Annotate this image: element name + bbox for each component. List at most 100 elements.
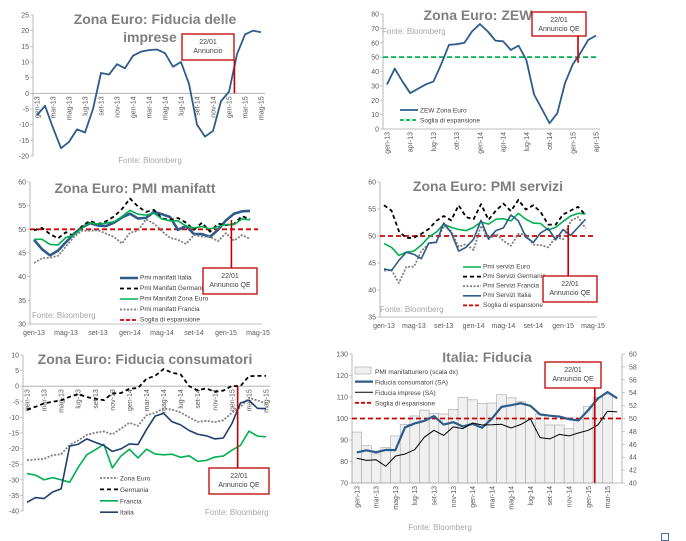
y-tick-label: 25 <box>21 13 29 20</box>
qe-annotation-text: Annuncio QE <box>549 290 591 297</box>
chart-title: Zona Euro: PMI manifatt <box>55 180 216 196</box>
legend: ZEW Zona Euro Soglia di espansione <box>400 107 480 124</box>
x-tick-label: mag-13 <box>54 330 78 337</box>
x-tick-label: gen-13 <box>25 389 32 411</box>
x-tick-label: nov-13 <box>115 96 122 118</box>
x-tick-label: set-13 <box>88 330 108 337</box>
right-y-tick-label: 48 <box>629 429 637 436</box>
x-tick-label: mag-14 <box>492 323 516 330</box>
x-tick-label: mag-13 <box>402 323 426 330</box>
y-tick-label: 35 <box>18 298 26 305</box>
x-tick-label: set-13 <box>434 323 454 330</box>
bar <box>448 409 459 484</box>
y-tick-label: 30 <box>371 83 379 90</box>
chart-title: Zona Euro: Fiducia delle <box>74 11 237 27</box>
bar <box>477 403 488 484</box>
y-tick-label: 5 <box>15 368 19 375</box>
x-tick-label: lug-13 <box>83 96 90 116</box>
y-tick-label: 0 <box>375 127 379 134</box>
y-tick-label: 80 <box>340 459 348 466</box>
x-tick-label: apr-13 <box>408 132 415 152</box>
legend-label: Pmi Manifatt Germania <box>140 285 207 292</box>
legend-label: Zona Euro <box>120 475 151 482</box>
bar <box>380 447 391 484</box>
x-tick-label: gen-15 <box>570 132 577 154</box>
y-tick-label: -5 <box>23 107 29 114</box>
bar <box>554 424 565 484</box>
x-tick-label: mag-13 <box>59 389 66 413</box>
y-tick-label: 55 <box>368 207 376 214</box>
legend-label: Soglia di espansione <box>483 302 543 309</box>
x-tick-label: lug-13 <box>412 486 419 506</box>
source-label: Fonte: Bloomberg <box>408 523 472 532</box>
chart-title: imprese <box>123 29 177 45</box>
y-tick-label: -35 <box>9 493 19 500</box>
right-y-tick-label: 40 <box>629 481 637 488</box>
legend-label: PMI manifatturiero (scala dx) <box>375 369 458 376</box>
x-tick-label: mar-13 <box>51 96 58 118</box>
qe-annotation-text: Annuncio <box>193 48 222 55</box>
legend-label: Fiducia imprese (SA) <box>375 390 436 397</box>
legend-label: Fiducia consumatori (SA) <box>375 379 448 386</box>
right-y-tick-label: 42 <box>629 468 637 475</box>
x-tick-label: mar-13 <box>374 486 381 508</box>
qe-annotation-text: 22/01 <box>564 367 582 374</box>
x-tick-label: gen-14 <box>131 96 138 118</box>
bar <box>351 431 362 484</box>
qe-annotation-text: Annuncio QE <box>538 26 580 33</box>
x-tick-label: lug-13 <box>431 132 438 152</box>
bar <box>563 428 575 484</box>
series-line-pmi-servizi-euro <box>383 212 586 257</box>
legend-label: Pmi servizi Euro <box>483 263 530 270</box>
bar <box>428 413 440 484</box>
series-line-pmi-servizi-germania <box>383 198 587 240</box>
right-y-tick-label: 50 <box>629 416 637 423</box>
right-y-tick-label: 46 <box>629 442 637 449</box>
y-tick-label: 100 <box>336 416 348 423</box>
x-tick-label: mag-13 <box>67 96 74 120</box>
legend: Pmi servizi Euro Pmi Servizi Germania Pmi … <box>463 263 546 309</box>
legend-label: Soglia di espansione <box>140 316 200 323</box>
x-tick-label: gen-15 <box>215 330 237 337</box>
legend: Zona Euro Germania Francia Italia <box>100 475 151 517</box>
x-tick-label: gen-14 <box>477 132 484 154</box>
source-label: Fonte: Bloomberg <box>380 305 444 314</box>
series-line-pmi-manifatt-zona-euro <box>34 209 251 246</box>
x-tick-label: gen-15 <box>227 96 234 118</box>
qe-annotation-text: 22/01 <box>221 273 239 280</box>
y-tick-label: 130 <box>336 352 348 359</box>
y-tick-label: 5 <box>25 75 29 82</box>
x-tick-label: mar-13 <box>42 389 49 411</box>
x-tick-label: gen-13 <box>385 132 392 154</box>
y-tick-label: -20 <box>19 154 29 161</box>
x-tick-label: nov-13 <box>451 486 458 508</box>
legend-label: Pmi Servizi Germania <box>483 273 546 280</box>
x-tick-label: set-13 <box>431 486 438 506</box>
legend: PMI manifatturiero (scala dx) Fiducia con… <box>354 366 458 408</box>
y-tick-label: -15 <box>19 138 29 145</box>
chart-5: -40 -35 -30 -25 -20 -15 -10 -5 0 5 10 gen-13 mar-13 m… <box>9 351 271 517</box>
qe-annotation-text: 22/01 <box>230 473 248 480</box>
bar <box>573 418 584 484</box>
x-tick-label: apr-14 <box>501 132 508 152</box>
right-y-tick-label: 58 <box>629 364 637 371</box>
y-tick-label: 10 <box>11 353 19 360</box>
legend-label: Pmi manifatt Italia <box>140 274 192 281</box>
bar <box>467 399 478 484</box>
chart-3: 30 35 40 45 50 55 60 gen-13 mag-13 set-13 gen-14 ma… <box>18 180 270 338</box>
legend-label: Pmi Servizi Francia <box>483 283 539 290</box>
qe-annotation-box <box>208 467 270 495</box>
x-tick-label: gen-13 <box>35 96 42 118</box>
x-tick-label: mar-15 <box>605 486 612 508</box>
y-tick-label: 55 <box>18 203 26 210</box>
legend-label: Pmi manifatt Francia <box>140 306 200 313</box>
qe-annotation-box <box>544 361 602 389</box>
bar <box>370 453 382 484</box>
chart-2: 0 10 20 30 40 50 60 70 80 gen-13 apr-13 lug-13 ott-1… <box>371 7 600 154</box>
legend: Pmi manifatt Italia Pmi Manifatt Germania… <box>120 274 209 323</box>
x-tick-label: nov-13 <box>110 389 117 411</box>
resize-handle[interactable] <box>661 533 669 541</box>
y-tick-label: 60 <box>18 180 26 187</box>
y-tick-label: -30 <box>9 477 19 484</box>
